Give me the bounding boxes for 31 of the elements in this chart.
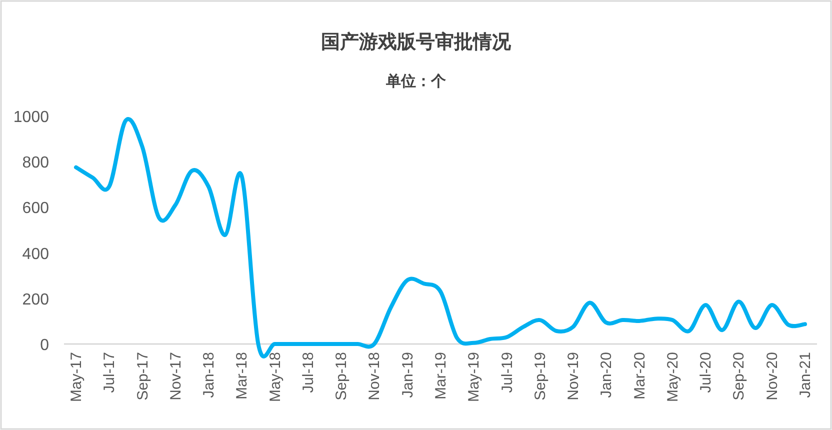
y-tick-label: 200 — [22, 291, 50, 308]
y-tick-label: 1000 — [13, 109, 50, 126]
x-tick-label: Jul-18 — [300, 352, 317, 393]
x-tick-label: Jan-18 — [200, 352, 218, 398]
x-tick-label: May-20 — [664, 352, 682, 402]
x-tick-label: Jul-19 — [498, 352, 516, 393]
chart-subtitle: 单位：个 — [385, 73, 447, 90]
x-tick-label: Mar-18 — [234, 352, 251, 400]
x-tick-label: Sep-18 — [333, 352, 350, 400]
x-tick-label: Nov-20 — [764, 352, 781, 400]
x-tick-label: Nov-18 — [366, 352, 384, 400]
y-tick-label: 800 — [22, 154, 50, 172]
x-tick-label: Sep-19 — [532, 352, 549, 400]
x-tick-label: Mar-19 — [432, 352, 450, 400]
chart-title: 国产游戏版号审批情况 — [321, 31, 512, 53]
x-tick-label: Jan-19 — [399, 352, 416, 398]
x-tick-label: May-17 — [68, 352, 85, 402]
x-tick-label: Jan-21 — [797, 352, 814, 398]
y-tick-label: 600 — [22, 200, 50, 218]
x-tick-label: Jul-20 — [698, 352, 715, 393]
x-tick-label: Nov-19 — [565, 352, 582, 400]
x-tick-label: Mar-20 — [631, 352, 648, 400]
x-tick-label: Nov-17 — [167, 352, 184, 400]
x-tick-label: Jan-20 — [598, 352, 616, 398]
x-tick-label: Sep-17 — [134, 352, 152, 400]
x-tick-label: Jul-17 — [101, 352, 118, 393]
x-tick-label: May-18 — [266, 352, 284, 402]
y-tick-label: 0 — [40, 337, 50, 354]
y-tick-label: 400 — [22, 246, 50, 263]
x-tick-label: May-19 — [466, 352, 483, 402]
x-tick-label: Sep-20 — [730, 352, 748, 400]
